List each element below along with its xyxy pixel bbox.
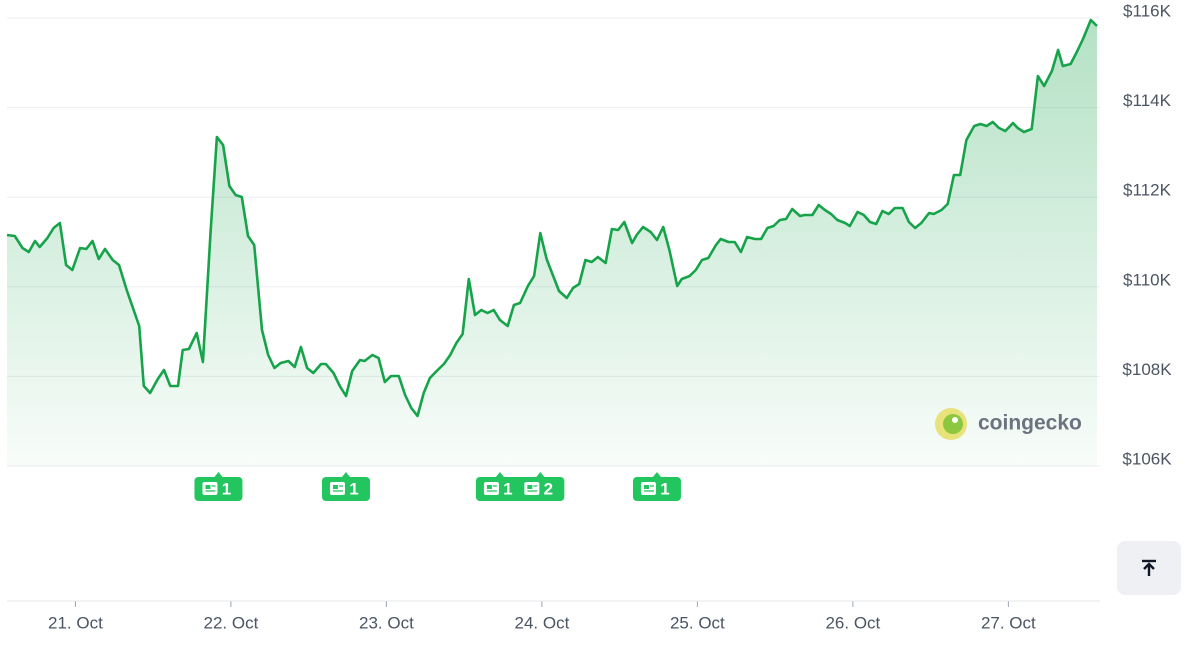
news-marker[interactable]: 1 xyxy=(321,472,370,501)
area xyxy=(7,20,1097,466)
x-tick-label: 22. Oct xyxy=(204,613,259,632)
news-count: 1 xyxy=(503,479,512,498)
scroll-top-button[interactable] xyxy=(1117,541,1181,595)
news-marker[interactable]: 2 xyxy=(516,472,565,501)
price-line xyxy=(6,18,1098,418)
x-tick-label: 25. Oct xyxy=(670,613,725,632)
x-tick-label: 27. Oct xyxy=(981,613,1036,632)
y-tick-label: $110K xyxy=(1123,270,1172,289)
news-pointer xyxy=(536,472,545,477)
news-pointer xyxy=(341,472,350,477)
news-icon-inner xyxy=(643,485,649,489)
news-pill xyxy=(632,477,681,501)
news-pointer xyxy=(495,472,504,477)
news-count: 1 xyxy=(349,479,358,498)
x-tick-label: 26. Oct xyxy=(825,613,880,632)
y-tick-label: $112K xyxy=(1123,181,1172,200)
x-tick-label: 23. Oct xyxy=(359,613,414,632)
news-count: 2 xyxy=(544,479,553,498)
arrow-up-icon xyxy=(1142,559,1156,576)
news-icon-inner xyxy=(332,485,338,489)
watermark-text: coingecko xyxy=(978,412,1082,435)
news-count: 1 xyxy=(660,479,669,498)
news-marker[interactable]: 1 xyxy=(194,472,243,501)
news-icon-inner xyxy=(486,485,492,489)
news-icon-inner xyxy=(205,485,211,489)
x-tick-label: 21. Oct xyxy=(48,613,103,632)
news-marker[interactable]: 1 xyxy=(475,472,524,501)
news-pill xyxy=(321,477,370,501)
news-marker[interactable]: 1 xyxy=(632,472,681,501)
news-pointer xyxy=(214,472,223,477)
news-count: 1 xyxy=(222,479,231,498)
x-tick-label: 24. Oct xyxy=(514,613,569,632)
y-tick-label: $114K xyxy=(1123,91,1172,110)
y-tick-label: $106K xyxy=(1122,449,1172,468)
news-pill xyxy=(194,477,243,501)
news-pill xyxy=(516,477,565,501)
y-tick-label: $108K xyxy=(1122,360,1172,379)
watermark: coingecko xyxy=(935,408,1082,440)
news-pointer xyxy=(652,472,661,477)
news-icon-inner xyxy=(527,485,533,489)
y-tick-label: $116K xyxy=(1123,1,1172,20)
